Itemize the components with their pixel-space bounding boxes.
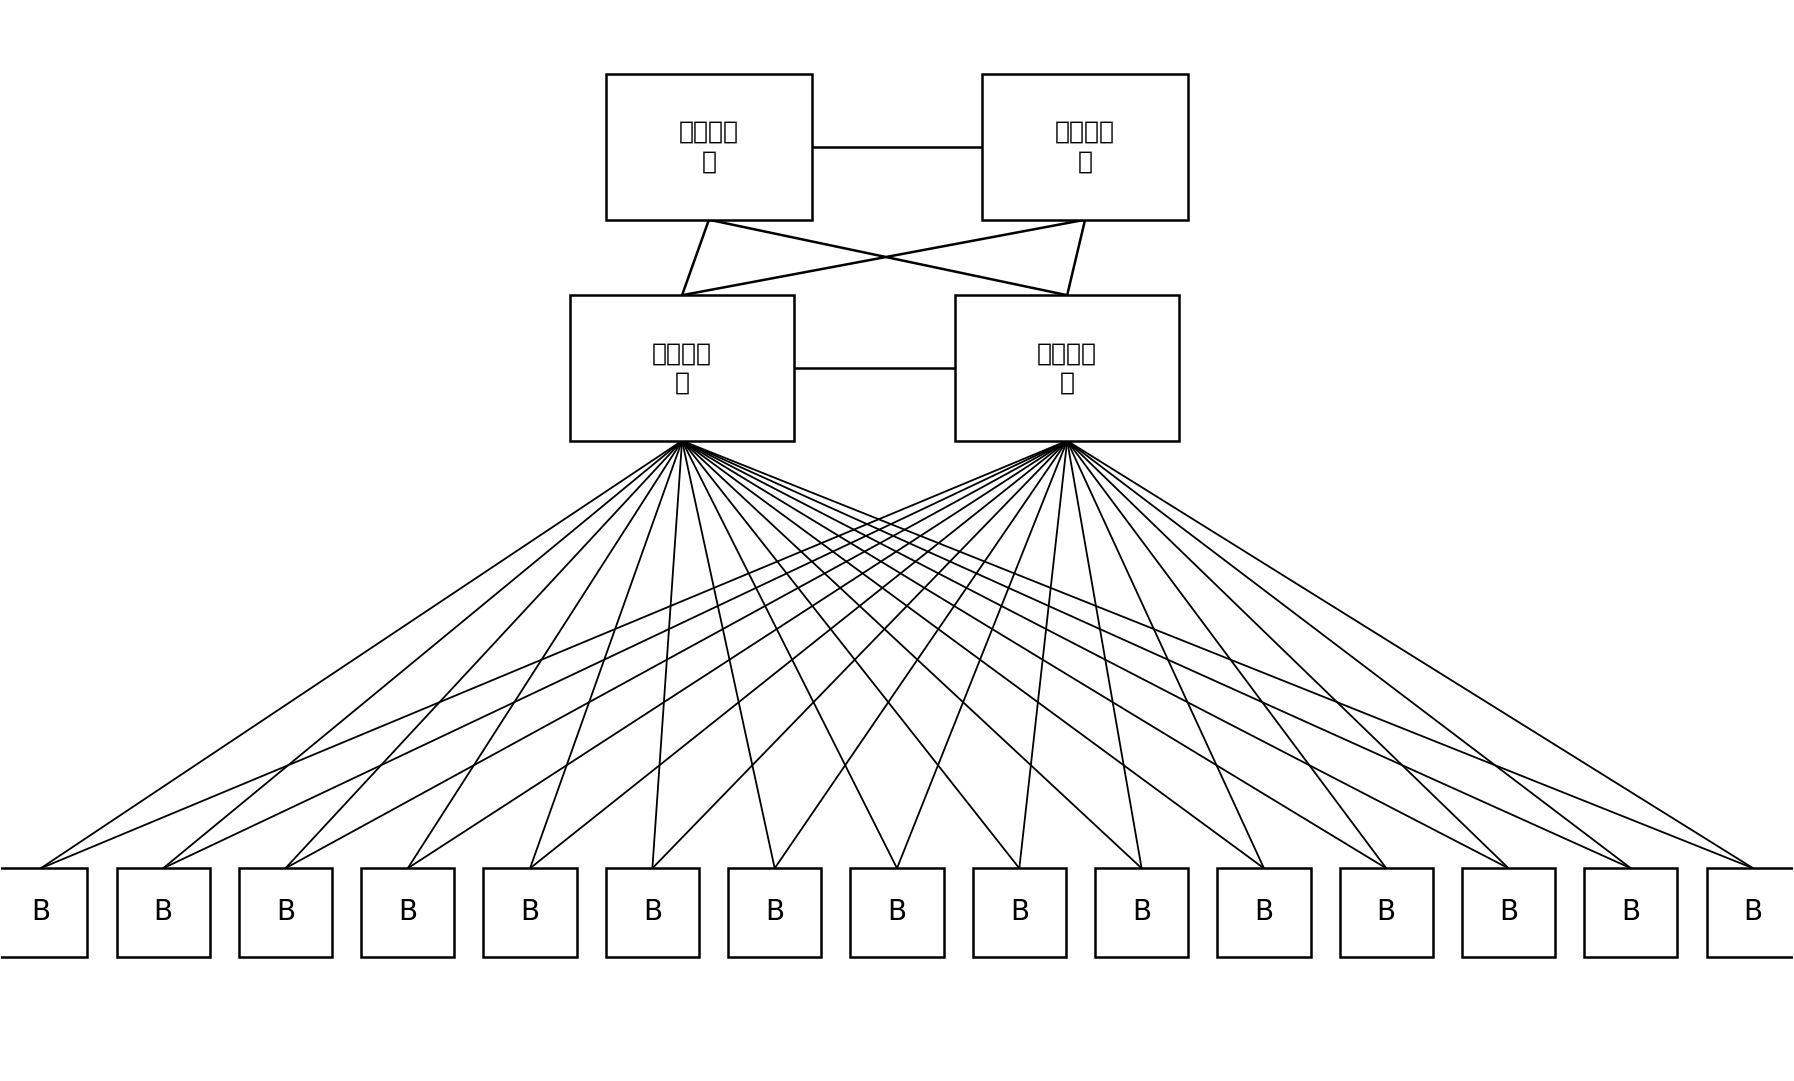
Bar — [954, 295, 1179, 441]
Text: B: B — [1744, 898, 1764, 926]
Bar — [1462, 868, 1555, 957]
Text: B: B — [520, 898, 540, 926]
Text: B: B — [1132, 898, 1152, 926]
Text: B: B — [154, 898, 172, 926]
Text: 汇聚交换
机: 汇聚交换 机 — [1037, 342, 1098, 395]
Bar — [484, 868, 576, 957]
Bar — [570, 295, 795, 441]
Text: B: B — [1376, 898, 1396, 926]
Bar — [606, 868, 700, 957]
Bar — [981, 75, 1188, 219]
Text: B: B — [1500, 898, 1518, 926]
Bar — [1218, 868, 1310, 957]
Bar — [239, 868, 332, 957]
Bar — [361, 868, 454, 957]
Bar — [1094, 868, 1188, 957]
Bar — [1340, 868, 1433, 957]
Text: B: B — [398, 898, 418, 926]
Bar — [972, 868, 1066, 957]
Text: B: B — [888, 898, 906, 926]
Text: B: B — [1010, 898, 1030, 926]
Text: 边缘路由
器: 边缘路由 器 — [1055, 120, 1116, 174]
Bar — [1584, 868, 1677, 957]
Bar — [606, 75, 813, 219]
Text: B: B — [276, 898, 294, 926]
Bar — [1706, 868, 1794, 957]
Bar — [0, 868, 88, 957]
Bar — [850, 868, 944, 957]
Bar — [117, 868, 210, 957]
Bar — [728, 868, 822, 957]
Text: B: B — [764, 898, 784, 926]
Text: 边缘路由
器: 边缘路由 器 — [678, 120, 739, 174]
Text: B: B — [1622, 898, 1640, 926]
Text: B: B — [30, 898, 50, 926]
Text: B: B — [642, 898, 662, 926]
Text: 汇聚交换
机: 汇聚交换 机 — [651, 342, 712, 395]
Text: B: B — [1254, 898, 1274, 926]
